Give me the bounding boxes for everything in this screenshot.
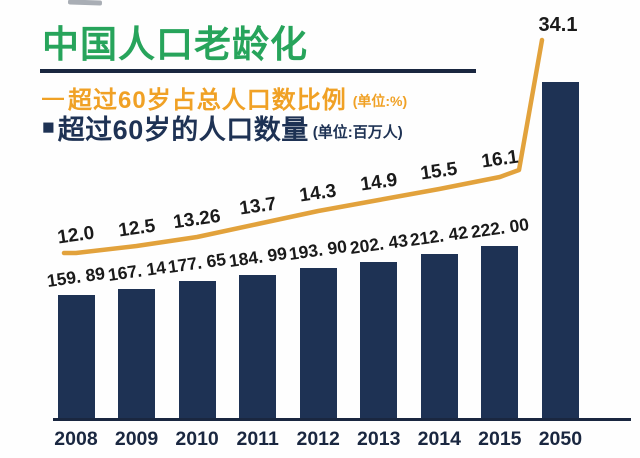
bar-2011 bbox=[239, 275, 277, 422]
bar-series-marker-icon: ■ bbox=[42, 116, 55, 139]
x-axis-label-2010: 2010 bbox=[175, 428, 219, 450]
x-axis-label-2011: 2011 bbox=[236, 428, 279, 450]
x-axis-label-2015: 2015 bbox=[478, 428, 522, 450]
bar-value-label-2015: 222. 00 bbox=[469, 214, 531, 243]
x-axis-label-2014: 2014 bbox=[417, 428, 461, 450]
x-axis-label-2009: 2009 bbox=[114, 428, 159, 450]
bar-2009 bbox=[118, 289, 156, 422]
x-axis-label-2013: 2013 bbox=[357, 428, 401, 450]
bar-2050 bbox=[541, 81, 579, 422]
bar-2012 bbox=[299, 268, 337, 422]
x-axis-label-2050: 2050 bbox=[538, 428, 583, 450]
bar-2008 bbox=[57, 295, 95, 422]
bar-2014 bbox=[420, 253, 458, 422]
bar-2013 bbox=[360, 261, 398, 422]
x-axis-label-2008: 2008 bbox=[54, 428, 98, 450]
line-point-label-2050: 34.1 bbox=[538, 14, 578, 36]
line-series-marker-icon: — bbox=[42, 84, 64, 110]
bar-2015 bbox=[481, 246, 519, 422]
x-axis-label-2012: 2012 bbox=[296, 428, 340, 450]
x-axis-line bbox=[53, 418, 631, 421]
line-point-label-2015: 16.1 bbox=[479, 146, 520, 173]
bar-2010 bbox=[178, 281, 216, 422]
